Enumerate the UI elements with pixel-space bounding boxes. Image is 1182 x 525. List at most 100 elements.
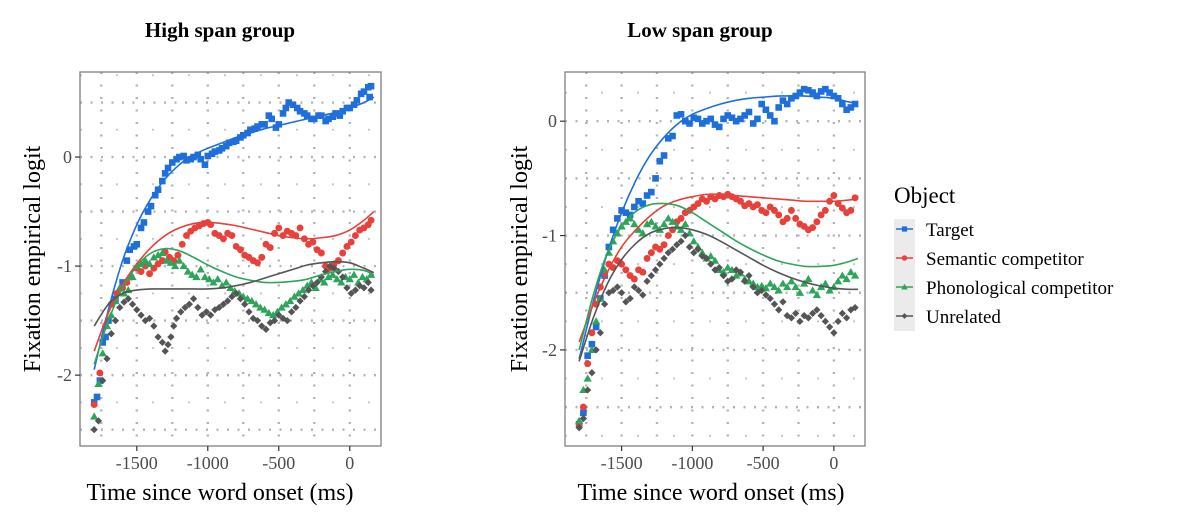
data-point-phonological (625, 214, 635, 222)
data-point-phonological (277, 303, 286, 311)
data-point-target (232, 137, 240, 144)
data-point-unrelated (292, 303, 300, 312)
data-point-target (805, 86, 812, 94)
data-point-target (350, 101, 358, 109)
data-point-unrelated (813, 306, 821, 314)
data-point-phonological (698, 248, 707, 256)
data-point-target (686, 120, 693, 127)
data-point-target (336, 112, 344, 119)
data-point-semantic (703, 197, 710, 205)
data-point-phonological (676, 225, 686, 233)
data-point-semantic (174, 251, 182, 259)
data-point-target (147, 202, 155, 210)
data-point-target (194, 151, 202, 159)
data-point-target (137, 224, 145, 232)
data-point-phonological (98, 349, 107, 357)
data-point-semantic (584, 360, 592, 368)
data-point-unrelated (99, 376, 107, 385)
data-point-unrelated (830, 329, 838, 337)
data-point-target (656, 157, 664, 165)
data-point-unrelated (634, 286, 643, 295)
data-point-target (225, 139, 233, 147)
y-tick-label: -1 (542, 226, 557, 246)
data-point-phonological (149, 253, 158, 261)
data-point-unrelated (253, 316, 262, 325)
legend-key-background (894, 219, 915, 331)
legend: Object Target Semantic competitor Phonolog… (894, 183, 1114, 331)
panel-title: Low span group (627, 18, 773, 42)
data-point-unrelated (592, 346, 600, 354)
data-point-phonological (749, 279, 758, 287)
data-point-target (367, 82, 375, 90)
data-point-target (775, 104, 782, 111)
data-point-phonological (298, 285, 308, 294)
data-point-target (303, 112, 311, 119)
data-point-target (279, 110, 287, 117)
data-point-semantic (762, 209, 770, 217)
data-point-target (720, 115, 727, 123)
data-point-phonological (328, 270, 337, 278)
data-point-semantic (236, 246, 244, 254)
data-point-target (180, 152, 187, 160)
data-point-semantic (183, 232, 190, 240)
fit-line-unrelated (578, 226, 858, 362)
data-point-phonological (256, 303, 265, 311)
data-point-unrelated (643, 277, 651, 285)
data-point-target (707, 115, 715, 123)
data-point-phonological (337, 278, 346, 286)
data-point-unrelated (613, 283, 621, 291)
legend-marker-phonological (901, 283, 908, 290)
data-point-target (218, 145, 226, 152)
y-axis-title: Fixation empirical logit (507, 145, 533, 372)
data-point-phonological (94, 379, 103, 387)
legend-item-unrelated: Unrelated (896, 307, 1001, 328)
x-tick-label: -1000 (671, 453, 713, 473)
data-point-unrelated (817, 311, 825, 320)
data-point-semantic (90, 401, 98, 409)
data-point-phonological (320, 278, 329, 286)
data-point-unrelated (749, 283, 757, 291)
legend-marker-semantic (901, 255, 908, 261)
data-point-semantic (737, 197, 744, 205)
data-point-target (834, 95, 842, 102)
data-point-unrelated (804, 314, 813, 322)
data-point-semantic (317, 249, 325, 257)
data-point-phonological (630, 219, 639, 228)
data-point-phonological (808, 286, 817, 294)
data-point-phonological (634, 225, 643, 233)
data-point-target (724, 112, 732, 119)
data-point-target (190, 153, 197, 161)
data-point-phonological (153, 251, 163, 259)
data-point-target (201, 161, 209, 168)
data-point-phonological (268, 311, 278, 319)
data-point-unrelated (198, 311, 206, 319)
data-point-phonological (757, 281, 766, 289)
data-point-unrelated (313, 278, 321, 287)
data-point-target (285, 99, 293, 106)
fit-line-phonological (93, 247, 375, 365)
data-point-target (639, 200, 647, 207)
data-point-unrelated (694, 245, 702, 253)
data-point-phonological (209, 278, 218, 286)
data-point-unrelated (283, 316, 291, 325)
data-point-target (737, 115, 744, 123)
x-axis-ticks: -1500 -1000 -500 0 (116, 446, 354, 473)
data-point-semantic (677, 214, 685, 222)
data-point-phonological (651, 222, 660, 230)
data-point-target (643, 192, 651, 199)
fit-line-target (93, 96, 375, 370)
data-point-phonological (200, 272, 210, 281)
data-point-semantic (643, 254, 651, 262)
data-point-unrelated (154, 333, 162, 341)
data-point-semantic (96, 369, 104, 377)
data-point-target (694, 115, 702, 123)
data-point-target (648, 188, 655, 196)
data-point-semantic (146, 270, 154, 278)
data-point-unrelated (185, 300, 193, 308)
data-point-phonological (205, 275, 214, 283)
data-point-unrelated (304, 286, 313, 294)
data-point-target (164, 164, 172, 172)
y-axis-ticks: -2 -1 0 (57, 147, 80, 385)
legend-label: Semantic competitor (926, 249, 1084, 270)
series-unrelated (90, 262, 375, 434)
